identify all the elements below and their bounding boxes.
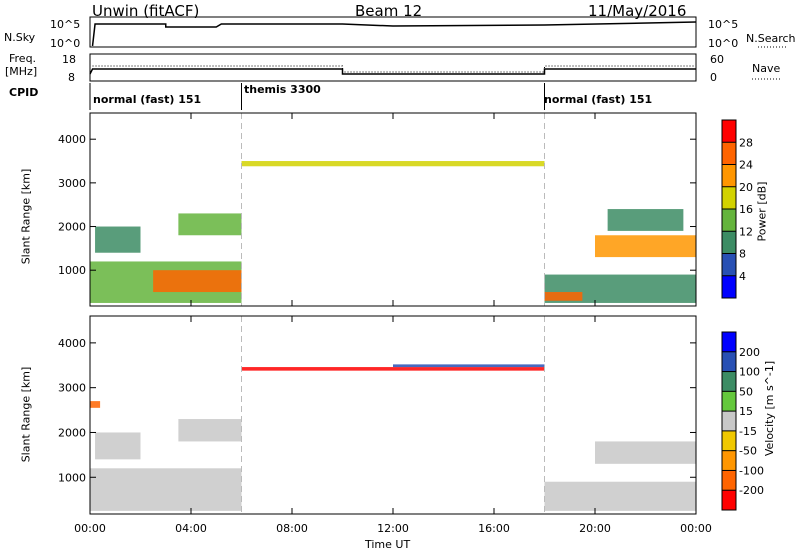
y-tick-label: 4000 bbox=[58, 337, 86, 350]
velocity-colorbar-tick-label: 200 bbox=[739, 346, 760, 359]
velocity-colorbar-tick-label: 50 bbox=[739, 385, 753, 398]
velocity-colorbar-swatch bbox=[722, 371, 736, 392]
velocity-colorbar-tick-label: 15 bbox=[739, 405, 753, 418]
power-colorbar-swatch bbox=[722, 186, 736, 209]
y-tick-label: 3000 bbox=[58, 382, 86, 395]
freq-panel-frame bbox=[89, 53, 697, 82]
velocity-colorbar-tick-label: -100 bbox=[739, 464, 764, 477]
nsky-tick-bottom: 10^0 bbox=[50, 37, 81, 50]
velocity-colorbar-swatch bbox=[722, 332, 736, 352]
nave-tick-bottom: 0 bbox=[710, 71, 717, 84]
beam-title: Beam 12 bbox=[355, 2, 423, 20]
velocity-colorbar-swatch bbox=[722, 391, 736, 412]
velocity-region bbox=[544, 481, 696, 511]
velocity-region bbox=[178, 419, 242, 442]
nsearch-tick-bottom: 10^0 bbox=[708, 37, 739, 50]
power-region bbox=[178, 213, 242, 236]
x-tick-label: 08:00 bbox=[276, 522, 308, 535]
x-tick-label: 00:00 bbox=[680, 522, 712, 535]
x-tick-label: 16:00 bbox=[478, 522, 510, 535]
power-region bbox=[607, 209, 684, 231]
power-region bbox=[95, 226, 141, 253]
velocity-colorbar-tick-label: -50 bbox=[739, 445, 757, 458]
nave-trace bbox=[92, 65, 696, 73]
power-colorbar-tick-label: 20 bbox=[739, 181, 753, 194]
power-colorbar-swatch bbox=[722, 209, 736, 232]
nsky-trace bbox=[91, 21, 697, 47]
freq-label: Freq. bbox=[9, 52, 37, 65]
cpid-segment-1: normal (fast) 151 bbox=[93, 93, 202, 106]
y-tick-label: 1000 bbox=[58, 264, 86, 277]
power-colorbar-swatch bbox=[722, 275, 736, 298]
nsearch-label: N.Search bbox=[746, 32, 796, 45]
velocity-region bbox=[95, 432, 141, 460]
velocity-region bbox=[90, 401, 101, 408]
y-tick-label: 4000 bbox=[58, 133, 86, 146]
velocity-colorbar-frame bbox=[721, 331, 737, 511]
velocity-colorbar-swatch bbox=[722, 351, 736, 372]
freq-tick-top: 18 bbox=[62, 53, 76, 66]
cpid-label: CPID bbox=[9, 86, 39, 99]
velocity-region bbox=[393, 364, 545, 368]
power-colorbar-tick-label: 8 bbox=[739, 248, 746, 261]
velocity-region bbox=[90, 468, 242, 511]
velocity-colorbar-tick-label: -200 bbox=[739, 484, 764, 497]
velocity-colorbar-tick-label: 100 bbox=[739, 366, 760, 379]
power-region bbox=[153, 270, 242, 293]
power-colorbar-swatch bbox=[722, 231, 736, 254]
y-tick-label: 2000 bbox=[58, 221, 86, 234]
y-tick-label: 1000 bbox=[58, 471, 86, 484]
power-colorbar-swatch bbox=[722, 142, 736, 165]
nsearch-tick-top: 10^5 bbox=[708, 18, 739, 31]
power-region bbox=[241, 161, 545, 167]
freq-trace bbox=[89, 68, 696, 75]
power-colorbar-swatch bbox=[722, 253, 736, 276]
x-tick-label: 00:00 bbox=[74, 522, 106, 535]
power-region bbox=[544, 292, 583, 301]
power-colorbar-tick-label: 24 bbox=[739, 159, 753, 172]
velocity-colorbar-swatch bbox=[722, 470, 736, 491]
power-colorbar-tick-label: 28 bbox=[739, 136, 753, 149]
velocity-colorbar-swatch bbox=[722, 450, 736, 471]
velocity-region bbox=[595, 441, 696, 464]
x-axis-label: Time UT bbox=[365, 538, 411, 551]
freq-unit-label: [MHz] bbox=[5, 65, 38, 78]
cpid-segment-2: themis 3300 bbox=[244, 83, 321, 96]
power-colorbar-tick-label: 4 bbox=[739, 270, 746, 283]
y-tick-label: 3000 bbox=[58, 177, 86, 190]
cpid-segment-3: normal (fast) 151 bbox=[544, 93, 653, 106]
velocity-colorbar-swatch bbox=[722, 430, 736, 451]
velocity-colorbar-tick-label: -15 bbox=[739, 425, 757, 438]
velocity-colorbar-swatch bbox=[722, 411, 736, 431]
nave-label: Nave bbox=[752, 62, 781, 75]
nsky-tick-top: 10^5 bbox=[50, 18, 81, 31]
x-tick-label: 20:00 bbox=[579, 522, 611, 535]
velocity-region bbox=[241, 367, 545, 371]
noise-panel-frame bbox=[89, 16, 697, 48]
station-title: Unwin (fitACF) bbox=[92, 2, 200, 20]
power-colorbar-swatch bbox=[722, 120, 736, 143]
power-colorbar-tick-label: 16 bbox=[739, 203, 753, 216]
velocity-colorbar-swatch bbox=[722, 490, 736, 510]
nave-tick-top: 60 bbox=[710, 53, 724, 66]
nsky-label: N.Sky bbox=[4, 31, 36, 44]
power-region bbox=[595, 235, 696, 258]
x-tick-label: 04:00 bbox=[175, 522, 207, 535]
freq-tick-bottom: 8 bbox=[68, 71, 75, 84]
power-colorbar-swatch bbox=[722, 164, 736, 187]
date-title: 11/May/2016 bbox=[588, 2, 687, 20]
x-tick-label: 12:00 bbox=[377, 522, 409, 535]
power-colorbar-tick-label: 12 bbox=[739, 225, 753, 238]
y-tick-label: 2000 bbox=[58, 426, 86, 439]
